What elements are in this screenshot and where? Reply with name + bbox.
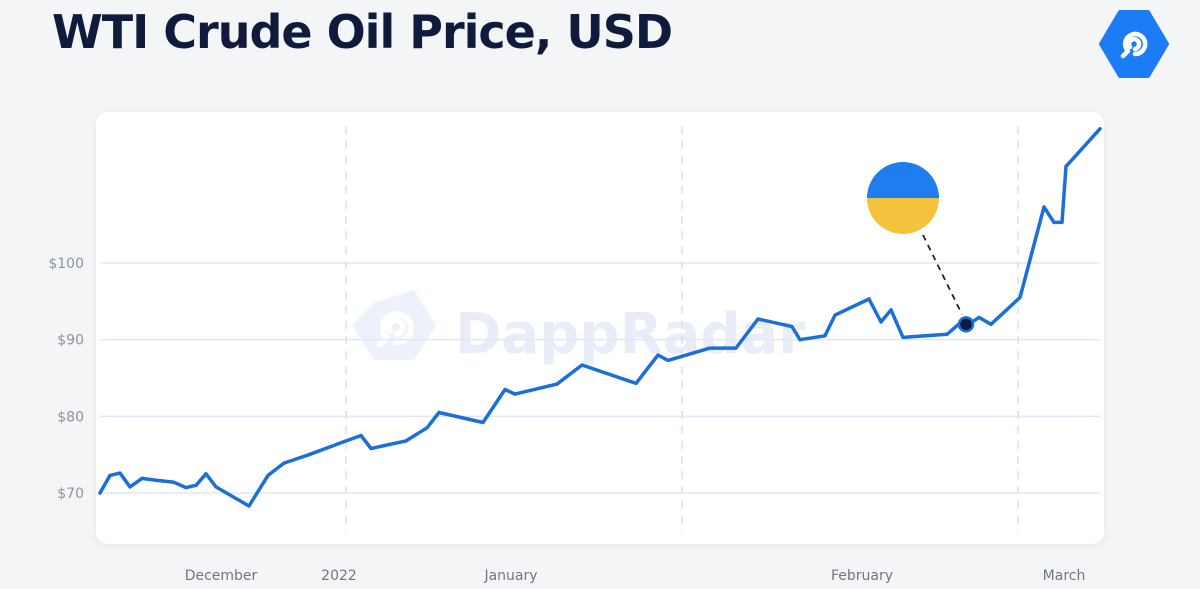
data-point-25 [580, 363, 584, 367]
data-point-19 [425, 426, 429, 430]
data-point-34 [823, 334, 827, 338]
data-point-14 [307, 453, 311, 457]
watermark-logo-icon [352, 290, 436, 360]
data-point-21 [481, 420, 485, 425]
data-point-43 [977, 315, 981, 319]
data-point-15 [340, 440, 344, 444]
data-point-11 [247, 504, 251, 508]
y-tick-label-100: $100 [48, 256, 84, 272]
x-tick-label-december: December [185, 568, 258, 584]
data-point-27 [656, 353, 660, 357]
data-point-16 [359, 433, 363, 438]
data-point-22 [503, 387, 507, 392]
data-point-38 [889, 308, 893, 312]
ukraine-flag-icon [867, 162, 939, 234]
data-point-46 [1042, 205, 1046, 209]
data-point-39 [901, 335, 905, 339]
data-point-49 [1064, 164, 1068, 168]
x-tick-label-january: January [483, 568, 537, 584]
chart-title: WTI Crude Oil Price, USD [52, 5, 673, 59]
data-point-8 [194, 483, 198, 487]
logo-hexagon [1099, 10, 1169, 78]
x-axis-labels: December 2022 January February March [185, 568, 1086, 584]
data-point-4 [140, 476, 144, 480]
data-point-10 [214, 485, 218, 489]
data-point-5 [152, 478, 156, 482]
data-point-17 [369, 446, 373, 451]
data-point-9 [204, 472, 208, 476]
data-point-20 [437, 410, 441, 415]
data-point-50 [1098, 127, 1102, 131]
data-point-32 [790, 325, 794, 329]
data-point-13 [282, 461, 286, 465]
data-point-31 [756, 317, 760, 321]
data-point-3 [128, 485, 132, 489]
x-tick-label-march: March [1043, 568, 1086, 584]
flag-top-half [867, 162, 939, 198]
data-point-12 [266, 473, 270, 477]
data-point-6 [172, 480, 176, 484]
data-point-44 [989, 322, 993, 326]
data-point-7 [184, 486, 188, 490]
annotation-leader-line [922, 234, 963, 315]
annotation-layer [867, 162, 975, 333]
x-tick-label-february: February [831, 568, 893, 584]
annotation-marker-point [957, 316, 975, 333]
data-point-45 [1018, 295, 1022, 300]
data-point-30 [734, 346, 738, 350]
data-point-28 [666, 358, 670, 362]
data-point-24 [555, 382, 559, 386]
data-point-2 [118, 471, 122, 475]
data-point-0 [98, 491, 102, 495]
y-tick-label-70: $70 [57, 486, 84, 502]
data-point-37 [879, 320, 883, 324]
y-tick-label-80: $80 [57, 409, 84, 425]
data-point-26 [634, 381, 638, 385]
watermark: DappRadar [352, 290, 806, 367]
data-point-48 [1060, 220, 1064, 224]
vertical-dividers [345, 126, 1019, 532]
y-tick-label-90: $90 [57, 333, 84, 349]
data-point-47 [1052, 220, 1056, 224]
data-point-18 [404, 439, 408, 443]
grid [100, 262, 1100, 494]
data-point-23 [513, 392, 517, 396]
data-point-1 [108, 473, 112, 477]
data-point-35 [833, 313, 837, 317]
data-point-36 [867, 297, 871, 301]
data-point-29 [708, 346, 712, 350]
watermark-text: DappRadar [455, 302, 806, 367]
y-axis-labels: $70 $80 $90 $100 [48, 256, 84, 502]
x-tick-label-2022: 2022 [321, 568, 357, 584]
dappradar-logo-icon [1098, 10, 1170, 78]
logo-glyph [1120, 31, 1148, 59]
data-point-33 [798, 338, 802, 342]
data-point-40 [945, 332, 949, 336]
flag-bottom-half [867, 198, 939, 234]
